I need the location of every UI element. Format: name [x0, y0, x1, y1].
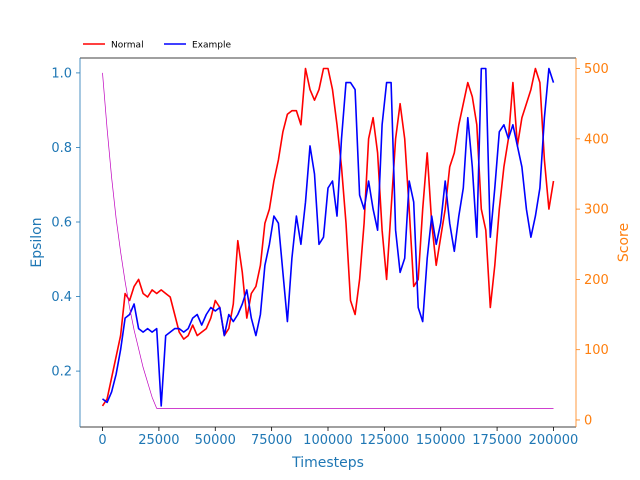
y-right-tick-label: 0: [584, 413, 592, 428]
legend-label: Normal: [111, 41, 144, 51]
y-right-tick-label: 300: [584, 203, 609, 218]
x-tick-label: 25000: [138, 433, 179, 448]
x-tick-label: 0: [98, 433, 106, 448]
y-left-tick-label: 1.0: [51, 66, 72, 81]
x-tick-label: 75000: [251, 433, 292, 448]
y-right-tick-label: 200: [584, 273, 609, 288]
y-left-tick-label: 0.6: [51, 216, 72, 231]
series-line-epsilon: [102, 72, 554, 409]
legend-entry-normal: Normal: [83, 41, 144, 51]
x-axis-title: Timesteps: [291, 455, 364, 471]
y-right-axis-title: Score: [616, 223, 632, 262]
legend-label: Example: [192, 41, 232, 51]
x-tick-label: 175000: [472, 433, 522, 448]
x-tick-label: 100000: [303, 433, 353, 448]
legend: Normal Example: [83, 41, 232, 51]
x-tick-label: 200000: [529, 433, 579, 448]
legend-entry-example: Example: [164, 41, 232, 51]
y-left-axis-title: Epsilon: [29, 217, 45, 267]
y-right-tick-label: 400: [584, 132, 609, 147]
series-line-example: [102, 67, 555, 407]
y-left-tick-label: 0.2: [51, 365, 72, 380]
axes-layer: 0 25000 50000 75000 100000 125000 150000 175000…: [29, 57, 632, 471]
y-left-tick-label: 0.4: [51, 290, 72, 305]
x-tick-label: 125000: [360, 433, 410, 448]
series-line-normal: [101, 67, 555, 407]
y-right-tick-label: 100: [584, 343, 609, 358]
y-left-tick-label: 0.8: [51, 141, 72, 156]
x-tick-label: 150000: [416, 433, 466, 448]
y-right-tick-label: 500: [584, 62, 609, 77]
x-tick-label: 50000: [195, 433, 236, 448]
series-layer: [101, 67, 555, 409]
